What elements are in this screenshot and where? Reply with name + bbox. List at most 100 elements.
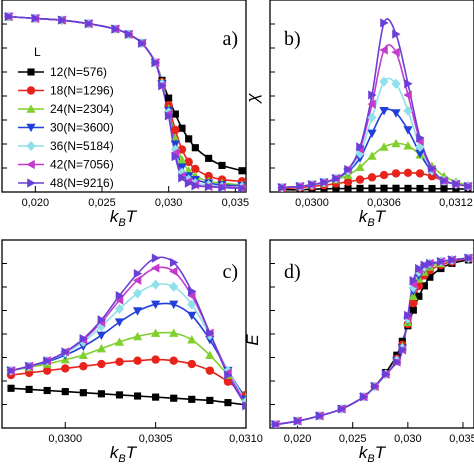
data-point-6 (138, 38, 147, 48)
data-point-0 (25, 385, 33, 393)
data-point-6 (420, 260, 429, 270)
data-point-6 (308, 180, 317, 190)
data-point-0 (188, 395, 196, 403)
x-tick-label: 0,020 (284, 433, 312, 445)
data-point-1 (171, 125, 180, 135)
data-point-4 (187, 299, 197, 310)
data-point-0 (440, 185, 448, 192)
data-point-6 (368, 90, 377, 100)
data-point-2 (169, 328, 179, 337)
data-point-6 (440, 176, 449, 186)
data-point-6 (31, 13, 40, 24)
series-line-6 (275, 257, 469, 426)
data-point-1 (115, 357, 124, 367)
series-line-3 (275, 257, 469, 426)
data-point-0 (416, 184, 424, 192)
data-point-6 (204, 182, 214, 192)
legend-marker (26, 104, 36, 113)
data-point-4 (169, 281, 179, 292)
legend-marker (26, 140, 36, 152)
series-line-4 (275, 257, 469, 426)
data-point-0 (43, 386, 51, 395)
data-point-0 (409, 306, 417, 314)
data-point-6 (84, 19, 94, 29)
data-point-6 (437, 256, 446, 267)
data-point-0 (426, 273, 434, 281)
data-point-0 (115, 391, 124, 399)
data-point-2 (177, 155, 187, 164)
panel-2: 0,0300 0,0305 0,0310 c) kBT (1, 239, 263, 465)
data-point-6 (79, 334, 88, 344)
data-point-6 (187, 286, 197, 296)
data-point-6 (359, 392, 369, 402)
data-point-6 (426, 258, 435, 268)
data-point-0 (420, 282, 428, 290)
series-line-5 (8, 15, 243, 189)
x-tick-label: 0,025 (88, 197, 116, 209)
data-point-5 (187, 291, 196, 301)
panel-0: 0,020 0,025 0,030 0,035 a) kBT L 12(N=576) 18(N=… (1, 0, 250, 229)
data-point-0 (205, 154, 213, 162)
data-point-2 (96, 343, 107, 353)
data-point-0 (206, 396, 214, 404)
data-point-2 (205, 350, 215, 359)
data-point-2 (355, 162, 365, 171)
data-point-6 (169, 257, 179, 268)
data-point-6 (151, 58, 160, 68)
data-point-0 (224, 399, 232, 407)
legend-title: L (34, 45, 41, 59)
data-point-0 (171, 110, 179, 118)
x-tick-label: 0,025 (339, 433, 367, 445)
x-axis-label: kBT (110, 207, 138, 229)
data-point-3 (114, 318, 125, 327)
x-tick-label: 0,030 (155, 197, 183, 209)
data-point-3 (415, 149, 425, 159)
data-point-0 (415, 292, 423, 300)
data-point-4 (151, 279, 161, 290)
data-point-6 (164, 111, 174, 121)
x-tick-label: 0,020 (22, 197, 50, 209)
data-point-0 (332, 185, 340, 192)
data-point-6 (242, 401, 246, 411)
x-tick-label: 0,0300 (48, 433, 82, 445)
data-point-6 (452, 179, 461, 189)
legend-entry-label: 18(N=1296) (50, 84, 114, 98)
data-point-6 (370, 381, 380, 392)
plot-area (270, 253, 474, 428)
data-point-5 (367, 99, 376, 109)
legend-entry-label: 36(N=5184) (50, 139, 114, 153)
data-point-6 (464, 181, 473, 191)
data-point-1 (191, 164, 200, 174)
data-point-4 (391, 78, 401, 89)
x-tick-label: 0,0310 (229, 433, 263, 445)
data-point-2 (114, 337, 125, 346)
data-point-5 (379, 45, 388, 55)
data-point-6 (184, 178, 194, 188)
legend-entry-label: 48(N=9216) (50, 176, 114, 190)
data-point-0 (61, 388, 69, 396)
data-point-6 (416, 133, 425, 143)
legend-marker (26, 159, 35, 170)
panel-label: d) (284, 261, 301, 283)
data-point-2 (379, 142, 389, 151)
panel-label: a) (222, 28, 238, 50)
x-tick-label: 0,035 (222, 197, 250, 209)
data-point-1 (403, 168, 413, 178)
data-point-0 (428, 185, 436, 192)
data-point-0 (356, 184, 364, 192)
x-tick-label: 0,0312 (439, 197, 473, 209)
data-point-6 (238, 183, 246, 192)
data-point-6 (415, 263, 424, 274)
data-point-0 (79, 389, 87, 397)
x-axis-label: kBT (359, 443, 387, 465)
data-point-1 (79, 362, 88, 371)
data-point-1 (223, 377, 233, 386)
x-axis-label: kBT (359, 207, 387, 229)
data-point-0 (178, 124, 186, 132)
data-point-2 (78, 350, 88, 359)
data-point-6 (111, 24, 120, 34)
data-point-1 (415, 169, 425, 178)
data-point-2 (408, 291, 418, 301)
data-point-5 (391, 47, 400, 57)
